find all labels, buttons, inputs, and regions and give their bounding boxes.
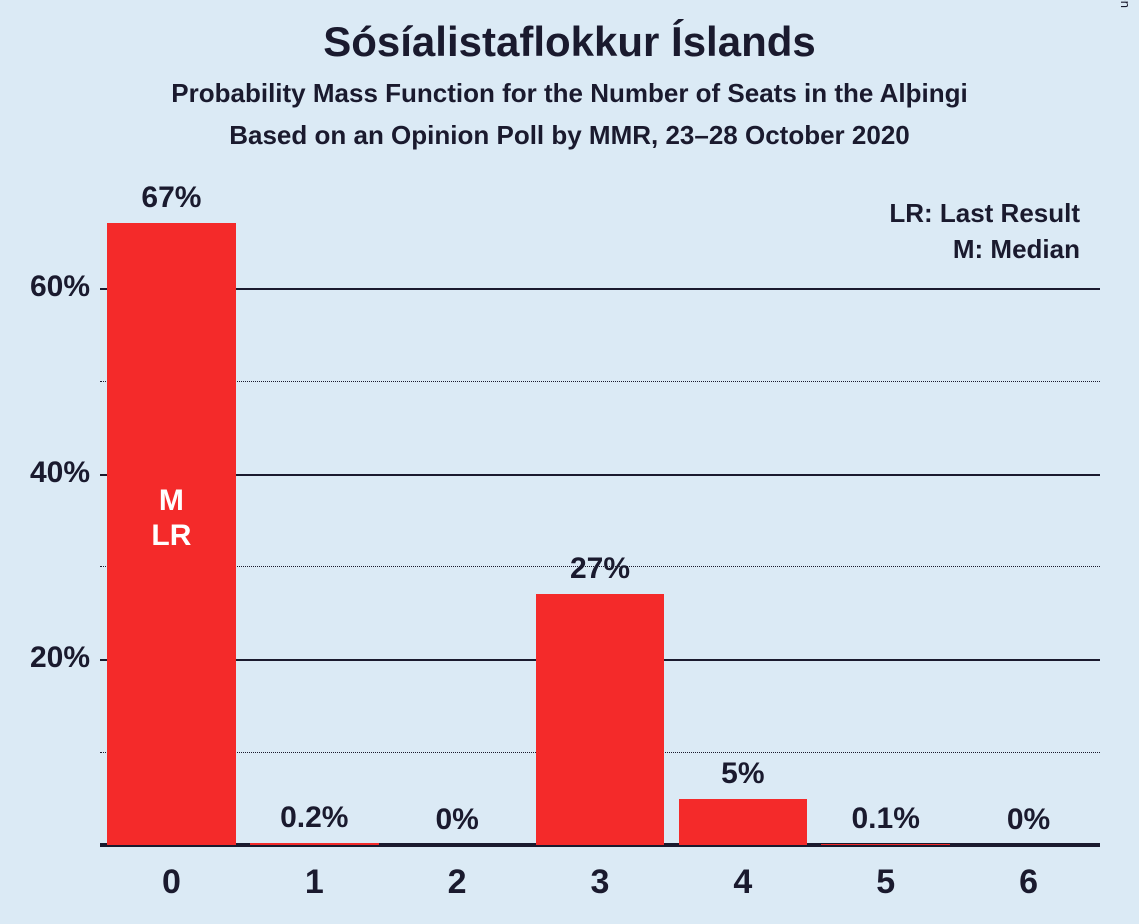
bar: MLR bbox=[107, 223, 236, 845]
x-tick-label: 1 bbox=[284, 863, 344, 902]
bar bbox=[821, 844, 950, 845]
bar-value-label: 0% bbox=[397, 803, 517, 837]
x-tick-label: 2 bbox=[427, 863, 487, 902]
bar-value-label: 27% bbox=[540, 552, 660, 586]
x-tick-label: 4 bbox=[713, 863, 773, 902]
x-tick-label: 0 bbox=[141, 863, 201, 902]
legend: LR: Last Result M: Median bbox=[889, 195, 1080, 268]
legend-m: M: Median bbox=[889, 231, 1080, 267]
copyright-text: © 2020 Filip van Laenen bbox=[1118, 0, 1133, 8]
legend-lr: LR: Last Result bbox=[889, 195, 1080, 231]
chart-container: Sósíalistaflokkur Íslands Probability Ma… bbox=[0, 0, 1139, 924]
bar bbox=[536, 594, 665, 845]
chart-title: Sósíalistaflokkur Íslands bbox=[0, 18, 1139, 66]
x-tick-label: 3 bbox=[570, 863, 630, 902]
x-tick-label: 6 bbox=[999, 863, 1059, 902]
bar-value-label: 0% bbox=[969, 803, 1089, 837]
bar-value-label: 67% bbox=[111, 181, 231, 215]
grid-major bbox=[100, 474, 1100, 476]
chart-subtitle-2: Based on an Opinion Poll by MMR, 23–28 O… bbox=[0, 120, 1139, 151]
grid-minor bbox=[100, 381, 1100, 382]
grid-major bbox=[100, 288, 1100, 290]
plot-area: LR: Last Result M: Median 20%40%60%MLR67… bbox=[100, 195, 1100, 845]
y-tick-label: 40% bbox=[5, 456, 90, 490]
chart-subtitle-1: Probability Mass Function for the Number… bbox=[0, 78, 1139, 109]
bar bbox=[250, 843, 379, 845]
bar bbox=[679, 799, 808, 845]
bar-value-label: 0.1% bbox=[826, 802, 946, 836]
x-tick-label: 5 bbox=[856, 863, 916, 902]
y-tick-label: 20% bbox=[5, 641, 90, 675]
bar-inner-label: MLR bbox=[107, 484, 236, 553]
y-tick-label: 60% bbox=[5, 270, 90, 304]
bar-value-label: 0.2% bbox=[254, 801, 374, 835]
bar-value-label: 5% bbox=[683, 757, 803, 791]
